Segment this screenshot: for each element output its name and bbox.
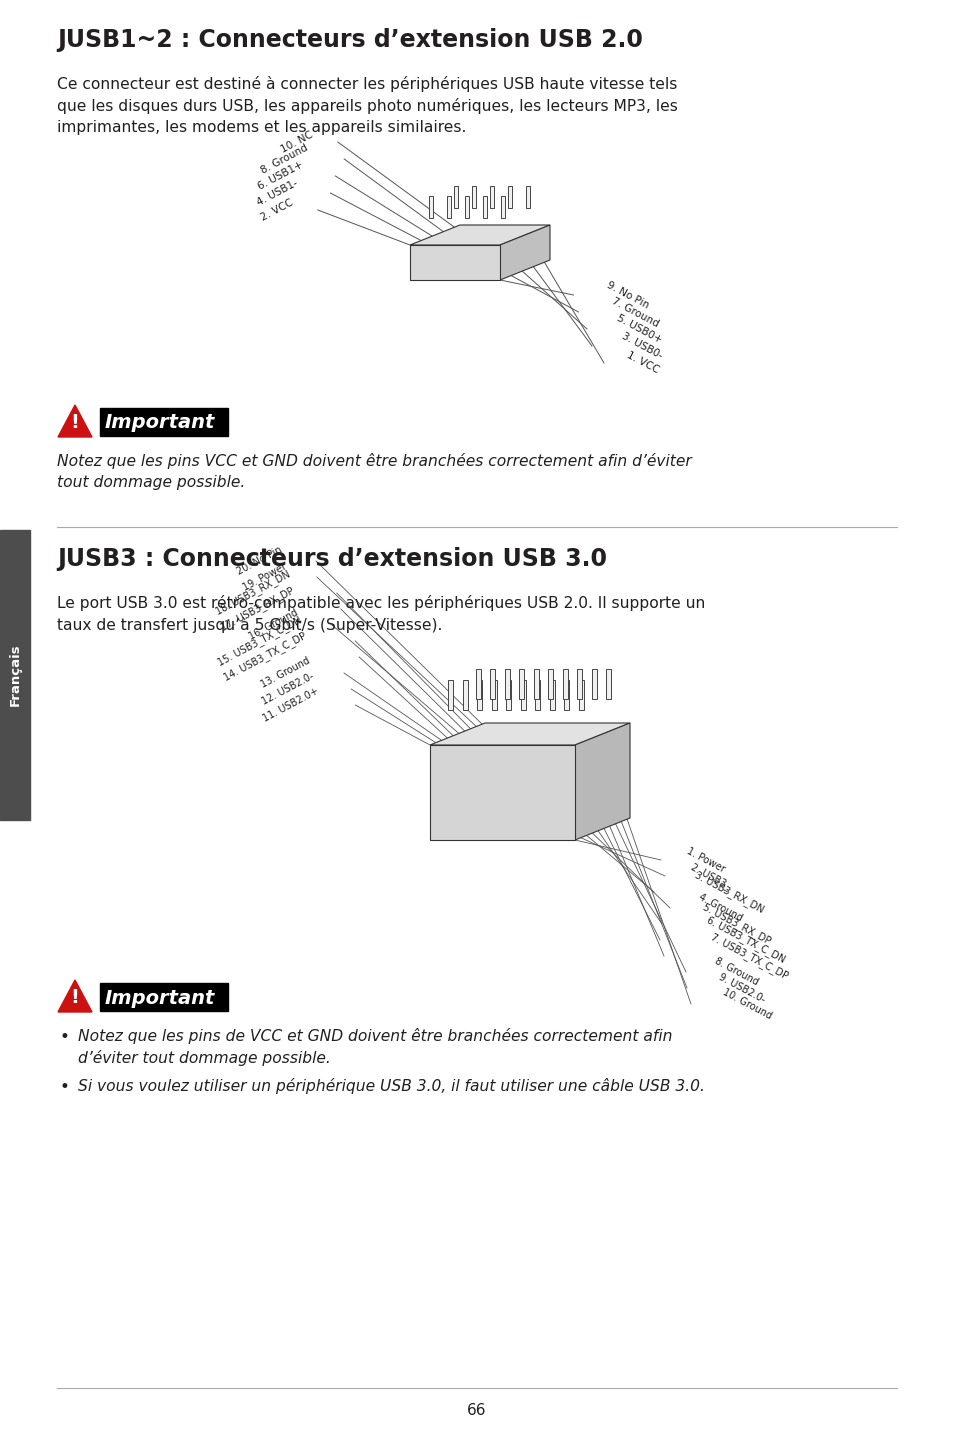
Text: 1. Power: 1. Power: [684, 846, 726, 874]
Bar: [472, 186, 476, 207]
FancyBboxPatch shape: [100, 983, 228, 1010]
Bar: [550, 680, 555, 710]
Bar: [483, 196, 487, 218]
Polygon shape: [58, 980, 91, 1012]
Polygon shape: [430, 723, 629, 746]
Polygon shape: [430, 746, 575, 840]
Bar: [562, 668, 567, 698]
Text: 66: 66: [467, 1402, 486, 1418]
Text: 4. Ground: 4. Ground: [697, 893, 743, 923]
Bar: [564, 680, 569, 710]
Bar: [447, 196, 451, 218]
Bar: [490, 668, 495, 698]
Bar: [454, 186, 458, 207]
Text: 18. USB3_RX_DN: 18. USB3_RX_DN: [213, 568, 292, 617]
Bar: [476, 668, 480, 698]
Text: 3. USB0-: 3. USB0-: [619, 331, 663, 361]
Text: 16. Ground: 16. Ground: [247, 608, 299, 643]
Text: Le port USB 3.0 est rétro-compatible avec les périphériques USB 2.0. Il supporte: Le port USB 3.0 est rétro-compatible ave…: [57, 595, 704, 611]
Text: 19. Power: 19. Power: [241, 561, 288, 592]
Polygon shape: [575, 723, 629, 840]
Text: 7. Ground: 7. Ground: [609, 295, 659, 329]
FancyBboxPatch shape: [100, 408, 228, 436]
Text: 20. No Pin: 20. No Pin: [235, 545, 284, 577]
Text: 11. USB2.0+: 11. USB2.0+: [260, 685, 319, 724]
Text: 8. Ground: 8. Ground: [712, 956, 760, 987]
Bar: [526, 186, 530, 207]
Text: Notez que les pins VCC et GND doivent être branchées correctement afin d’éviter: Notez que les pins VCC et GND doivent êt…: [57, 454, 691, 469]
Text: Ce connecteur est destiné à connecter les périphériques USB haute vitesse tels: Ce connecteur est destiné à connecter le…: [57, 76, 677, 92]
Bar: [477, 680, 482, 710]
Bar: [535, 680, 540, 710]
Text: 9. No Pin: 9. No Pin: [604, 279, 650, 311]
Bar: [577, 668, 582, 698]
Bar: [0, 529, 30, 820]
Bar: [548, 668, 553, 698]
Text: 15. USB3_TX_C_DN: 15. USB3_TX_C_DN: [216, 614, 304, 668]
Bar: [592, 668, 597, 698]
Text: tout dommage possible.: tout dommage possible.: [57, 475, 245, 489]
Text: que les disques durs USB, les appareils photo numériques, les lecteurs MP3, les: que les disques durs USB, les appareils …: [57, 97, 678, 114]
Text: 2. USB3_: 2. USB3_: [688, 861, 732, 892]
Text: 12. USB2.0-: 12. USB2.0-: [260, 671, 315, 707]
Text: 1. VCC: 1. VCC: [624, 351, 660, 376]
Text: Important: Important: [105, 414, 215, 432]
Bar: [578, 680, 583, 710]
Bar: [519, 668, 524, 698]
Text: d’éviter tout dommage possible.: d’éviter tout dommage possible.: [78, 1050, 331, 1066]
Bar: [492, 680, 497, 710]
Bar: [501, 196, 505, 218]
Bar: [534, 668, 538, 698]
Text: 17. USB3_RX_DP: 17. USB3_RX_DP: [218, 585, 295, 633]
Bar: [490, 186, 494, 207]
Polygon shape: [499, 225, 550, 280]
Polygon shape: [410, 245, 499, 280]
Text: 7. USB3_TX_C_DP: 7. USB3_TX_C_DP: [708, 932, 789, 982]
Polygon shape: [58, 405, 91, 436]
Text: Français: Français: [9, 644, 22, 707]
Text: Important: Important: [105, 989, 215, 1007]
Text: Si vous voulez utiliser un périphérique USB 3.0, il faut utiliser une câble USB : Si vous voulez utiliser un périphérique …: [78, 1078, 704, 1095]
Bar: [506, 680, 511, 710]
Text: 14. USB3_TX_C_DP: 14. USB3_TX_C_DP: [221, 631, 308, 684]
Text: 6. USB3_TX_C_DN: 6. USB3_TX_C_DN: [704, 914, 786, 966]
Bar: [462, 680, 468, 710]
Bar: [429, 196, 433, 218]
Text: Notez que les pins de VCC et GND doivent être branchées correctement afin: Notez que les pins de VCC et GND doivent…: [78, 1027, 672, 1045]
Bar: [508, 186, 512, 207]
Text: 5. USB0+: 5. USB0+: [615, 313, 663, 345]
Text: 10. Ground: 10. Ground: [720, 987, 773, 1022]
Text: 2. VCC: 2. VCC: [259, 197, 294, 223]
Text: !: !: [71, 414, 79, 432]
Bar: [504, 668, 510, 698]
Text: 9. USB2.0-: 9. USB2.0-: [717, 972, 766, 1005]
Text: JUSB1~2 : Connecteurs d’extension USB 2.0: JUSB1~2 : Connecteurs d’extension USB 2.…: [57, 29, 642, 52]
Text: 6. USB1+: 6. USB1+: [256, 160, 305, 192]
Text: 13. Ground: 13. Ground: [259, 655, 312, 690]
Text: 8. Ground: 8. Ground: [259, 143, 310, 176]
Bar: [465, 196, 469, 218]
Text: 3. USB3_RX_DN: 3. USB3_RX_DN: [692, 869, 765, 914]
Text: •: •: [60, 1027, 70, 1046]
Text: 4. USB1-: 4. USB1-: [255, 177, 299, 207]
Text: 10. NC: 10. NC: [279, 129, 314, 155]
Text: imprimantes, les modems et les appareils similaires.: imprimantes, les modems et les appareils…: [57, 120, 466, 135]
Bar: [448, 680, 453, 710]
Text: 5. USB3_RX_DP: 5. USB3_RX_DP: [700, 902, 772, 946]
Text: taux de transfert jusqu’à 5 Gbit/s (Super-Vitesse).: taux de transfert jusqu’à 5 Gbit/s (Supe…: [57, 617, 442, 633]
Text: !: !: [71, 987, 79, 1007]
Text: JUSB3 : Connecteurs d’extension USB 3.0: JUSB3 : Connecteurs d’extension USB 3.0: [57, 547, 606, 571]
Polygon shape: [410, 225, 550, 245]
Text: •: •: [60, 1078, 70, 1096]
Bar: [606, 668, 611, 698]
Bar: [520, 680, 525, 710]
